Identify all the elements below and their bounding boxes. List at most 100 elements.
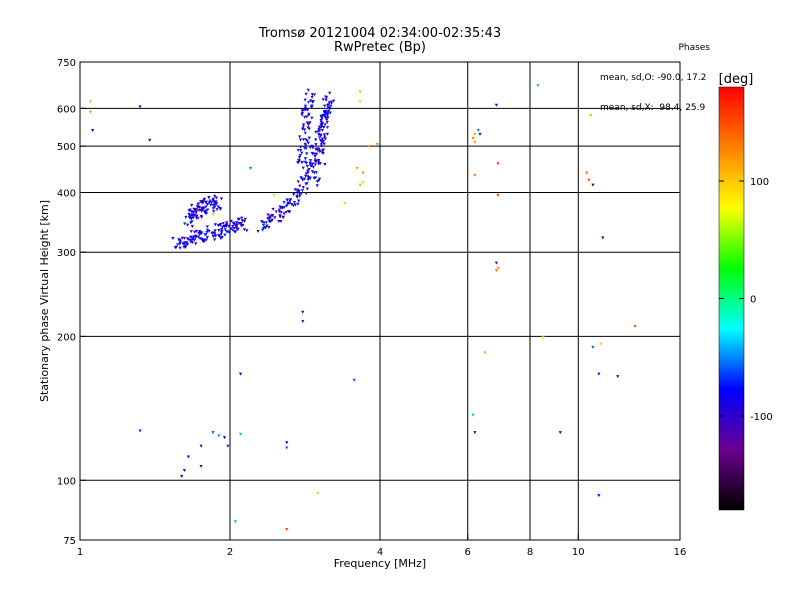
o-trace-point <box>310 104 314 108</box>
o-trace-point <box>323 104 327 108</box>
o-trace-point <box>194 242 198 246</box>
o-trace-point <box>186 223 190 227</box>
o-trace-point <box>201 238 205 242</box>
o-trace-point <box>182 236 186 240</box>
o-trace-point <box>310 93 314 97</box>
o-trace-point <box>205 236 209 240</box>
o-trace-point <box>221 222 225 226</box>
o-trace-point <box>291 204 296 208</box>
o-trace-point <box>192 238 197 242</box>
o-trace-point <box>195 214 199 218</box>
o-trace-point <box>316 149 320 153</box>
o-trace-point <box>192 210 196 214</box>
echo-point <box>478 132 482 136</box>
o-trace-point <box>326 112 330 116</box>
echo-point <box>352 378 356 382</box>
x-tick-label: 8 <box>527 547 533 558</box>
echo-point <box>88 110 93 114</box>
o-trace-point <box>306 141 310 145</box>
o-trace-point <box>295 194 299 198</box>
y-tick-label: 200 <box>57 332 76 343</box>
o-trace-point <box>308 161 312 165</box>
o-trace-point <box>199 215 204 219</box>
o-trace-point <box>236 227 240 231</box>
o-trace-point <box>313 155 317 159</box>
o-trace-point <box>316 130 320 134</box>
o-trace-point <box>308 146 312 150</box>
o-trace-point <box>176 243 180 247</box>
o-trace-point <box>298 195 302 199</box>
o-trace-point <box>320 137 325 141</box>
o-trace-point <box>325 132 330 136</box>
y-axis-label: Stationary phase Virtual Height [km] <box>38 200 51 402</box>
o-trace-point <box>293 203 298 207</box>
o-trace-point <box>242 228 247 232</box>
o-trace-point <box>320 151 324 155</box>
o-trace-point <box>328 107 332 111</box>
echo-point <box>358 100 362 104</box>
echo-point <box>211 431 215 435</box>
echo-point <box>361 171 365 175</box>
o-trace-point <box>225 223 229 227</box>
o-trace-point <box>323 111 327 115</box>
o-trace-point <box>273 216 277 220</box>
o-trace-point <box>279 211 283 215</box>
o-trace-point <box>304 138 308 142</box>
o-trace-point <box>240 219 244 223</box>
o-trace-point <box>210 232 214 236</box>
o-trace-point <box>305 121 309 125</box>
echo-point <box>597 494 601 498</box>
o-trace-point <box>217 229 221 233</box>
o-trace-point <box>327 101 331 105</box>
echo-point <box>301 320 305 324</box>
o-trace-point <box>301 123 306 127</box>
o-trace-point <box>260 220 264 224</box>
o-trace-point <box>192 235 196 239</box>
o-trace-point <box>323 123 327 127</box>
o-trace-point <box>224 224 229 228</box>
o-trace-point <box>328 111 332 115</box>
o-trace-point <box>213 194 217 198</box>
o-trace-point <box>226 230 230 234</box>
o-trace-point <box>213 234 218 238</box>
o-trace-point <box>204 200 208 204</box>
echo-point <box>601 236 605 240</box>
echo-point <box>233 520 237 524</box>
o-trace-point <box>218 207 222 211</box>
o-trace-point <box>320 124 324 128</box>
o-trace-point <box>229 219 233 223</box>
o-trace-point <box>277 210 282 214</box>
o-trace-point <box>305 187 309 191</box>
o-trace-point <box>240 216 244 220</box>
o-trace-point <box>209 203 213 207</box>
o-trace-point <box>315 147 319 151</box>
o-trace-point <box>213 238 217 242</box>
o-trace-point <box>324 96 329 100</box>
echo-point <box>494 269 499 273</box>
o-trace-point <box>282 212 286 216</box>
o-trace-point <box>211 199 215 203</box>
echo-point <box>541 336 545 340</box>
o-trace-point <box>270 218 274 222</box>
colorbar-tick-label: -100 <box>750 412 773 423</box>
o-trace-point <box>242 219 246 223</box>
o-trace-point <box>178 241 182 245</box>
phase-info-o-stats: mean, sd,O: -90.0, 17.2 <box>600 73 707 83</box>
o-trace-point <box>296 180 300 184</box>
o-trace-point <box>324 98 328 102</box>
o-trace-point <box>306 169 310 173</box>
o-trace-point <box>320 129 324 133</box>
o-trace-point <box>205 231 209 235</box>
echo-point <box>367 144 371 148</box>
o-trace-point <box>231 224 235 228</box>
o-trace-point <box>303 142 307 146</box>
y-tick-label: 300 <box>57 248 76 259</box>
o-trace-point <box>177 238 181 242</box>
o-trace-point <box>289 198 293 202</box>
o-trace-point <box>319 133 323 137</box>
o-trace-point <box>194 209 198 213</box>
o-trace-point <box>296 189 300 193</box>
o-trace-point <box>190 204 194 208</box>
o-trace-point <box>222 225 226 229</box>
